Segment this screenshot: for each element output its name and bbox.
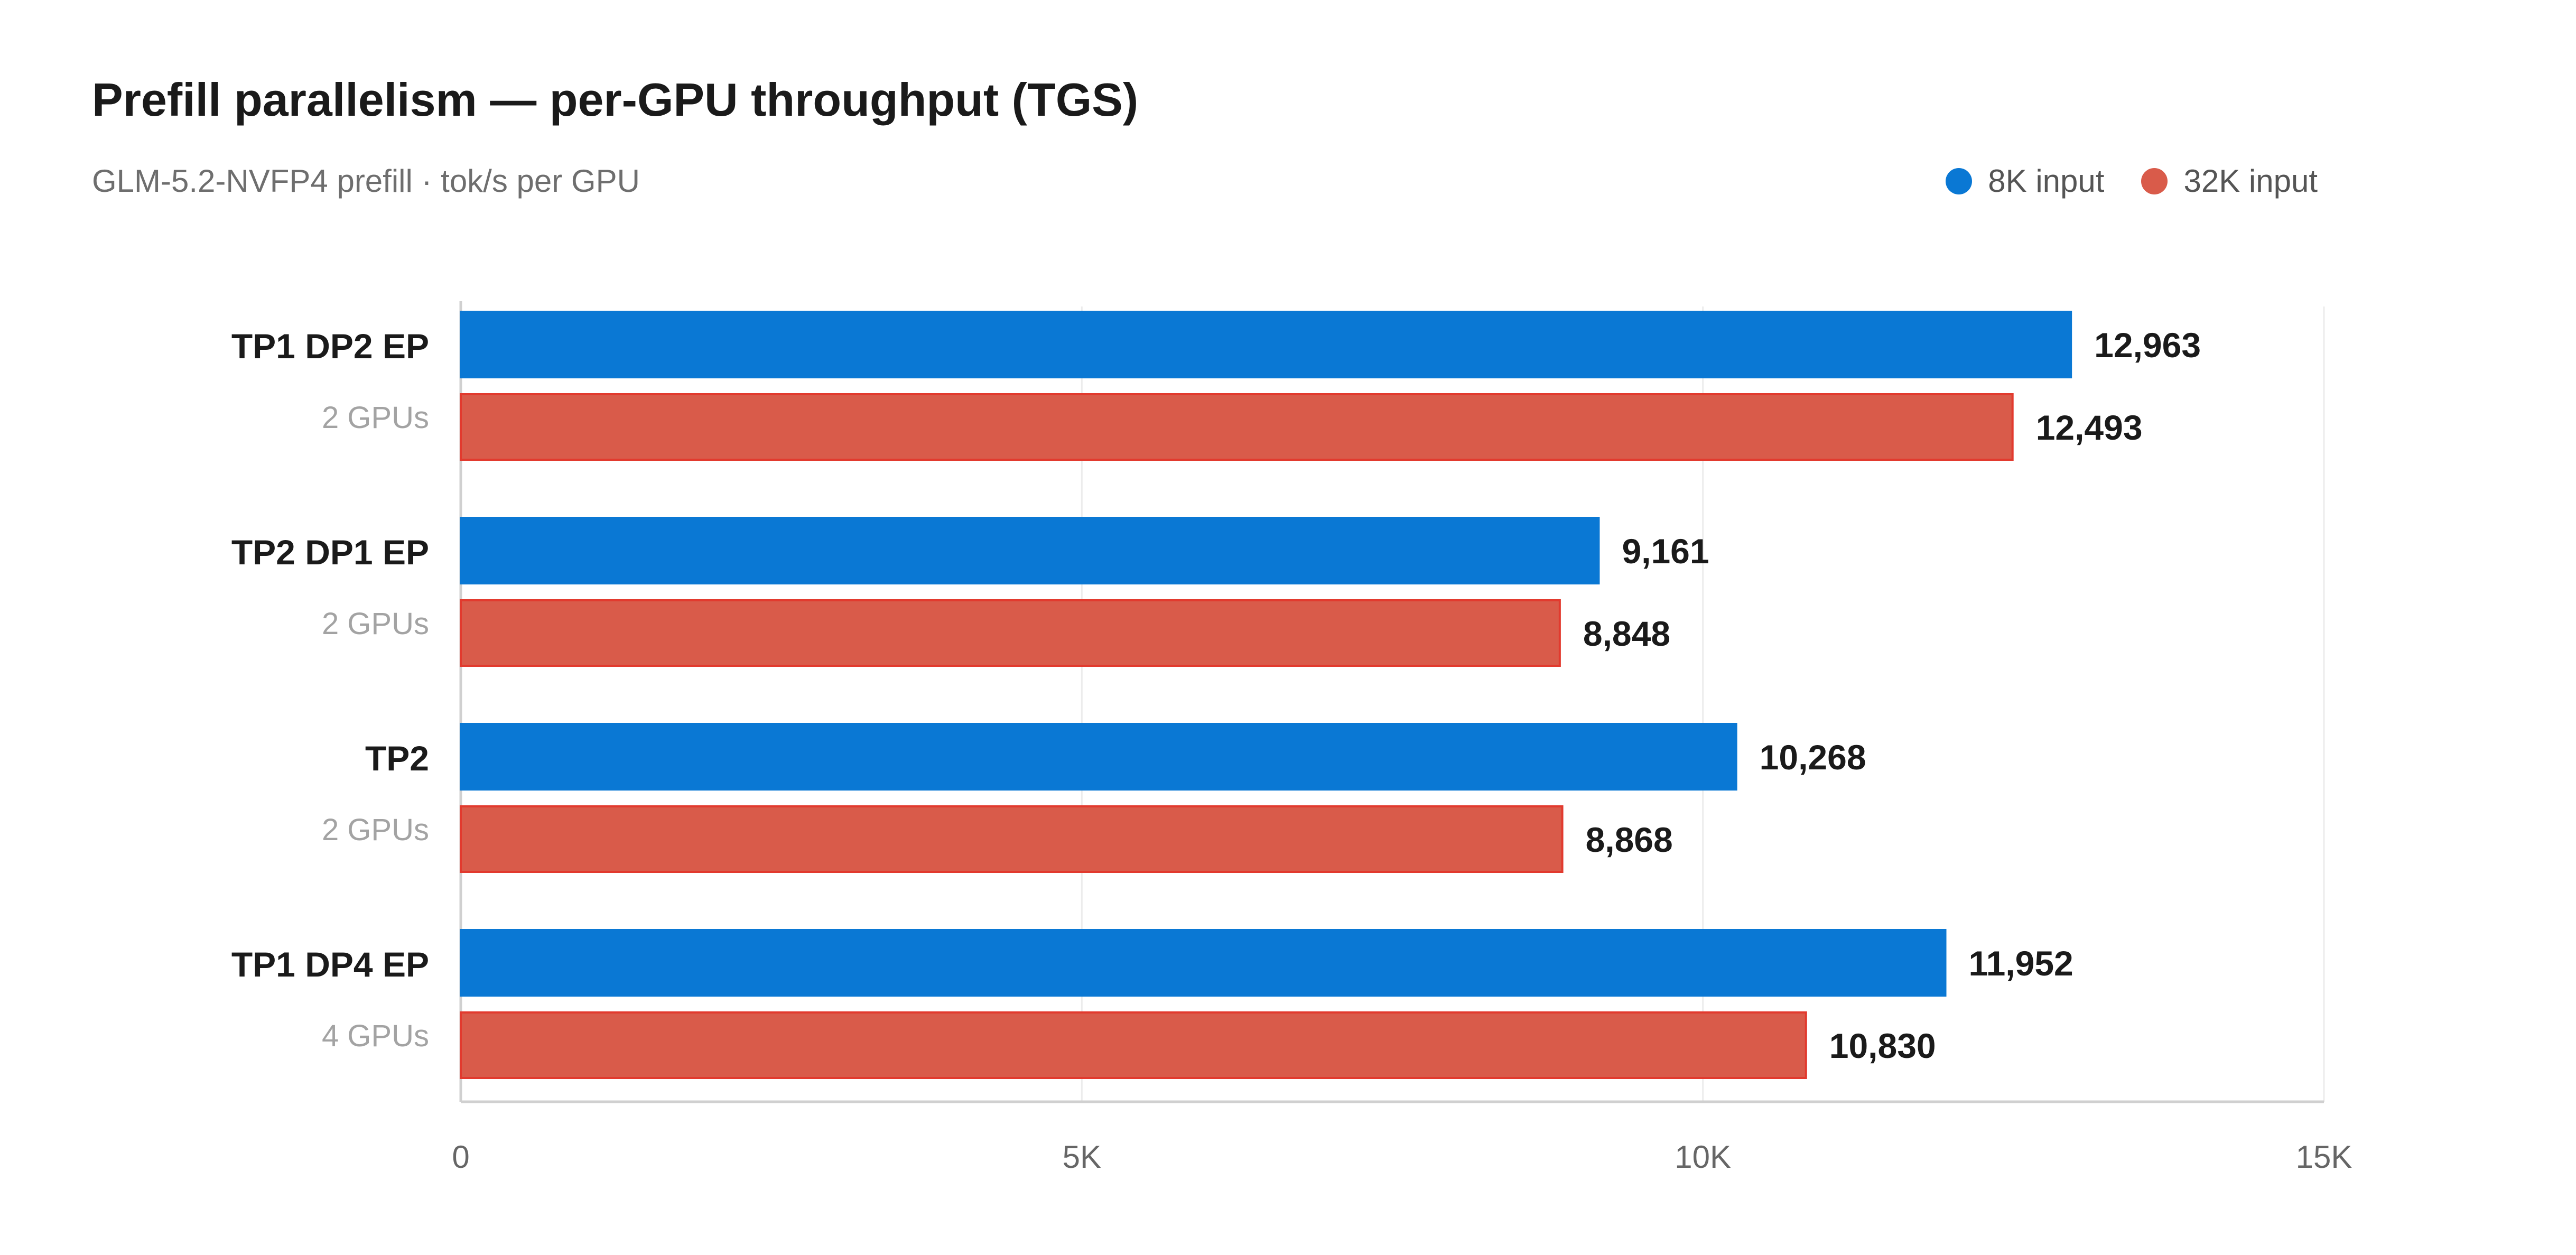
value-label-32k-2: 8,868 [1586, 820, 1673, 859]
chart-title: Prefill parallelism — per-GPU throughput… [92, 73, 1139, 126]
category-sublabel-3: 4 GPUs [322, 1019, 429, 1053]
legend-swatch-32k [2141, 168, 2168, 194]
legend-item-32k: 32K input [2141, 163, 2318, 199]
value-label-8k-2: 10,268 [1760, 738, 1866, 777]
bar-32k-0 [460, 393, 2014, 461]
category-sublabel-0: 2 GPUs [322, 401, 429, 435]
x-tick-label-1: 5K [1063, 1139, 1101, 1175]
category-label-1: TP2 DP1 EP [231, 533, 429, 572]
x-tick-label-0: 0 [452, 1139, 469, 1175]
bar-32k-2 [460, 805, 1564, 873]
bar-8k-2 [460, 723, 1737, 791]
bar-32k-3 [460, 1011, 1807, 1079]
legend-swatch-8k [1946, 168, 1973, 194]
category-label-3: TP1 DP4 EP [231, 945, 429, 984]
bar-32k-1 [460, 599, 1561, 667]
bar-8k-0 [460, 311, 2072, 378]
x-tick-label-3: 15K [2296, 1139, 2352, 1175]
category-sublabel-1: 2 GPUs [322, 607, 429, 641]
chart-subtitle: GLM-5.2-NVFP4 prefill · tok/s per GPU [92, 163, 640, 199]
category-label-0: TP1 DP2 EP [231, 327, 429, 366]
value-label-32k-1: 8,848 [1583, 614, 1670, 653]
value-label-8k-1: 9,161 [1622, 532, 1709, 571]
value-label-32k-0: 12,493 [2036, 408, 2143, 447]
bar-8k-1 [460, 517, 1600, 584]
category-label-2: TP2 [365, 739, 429, 778]
category-sublabel-2: 2 GPUs [322, 813, 429, 847]
bar-8k-3 [460, 929, 1947, 997]
value-label-8k-0: 12,963 [2094, 326, 2201, 365]
x-tick-label-2: 10K [1675, 1139, 1731, 1175]
legend-item-8k: 8K input [1946, 163, 2104, 199]
chart-legend: 8K input 32K input [1946, 163, 2318, 199]
legend-label-32k: 32K input [2183, 163, 2318, 199]
legend-label-8k: 8K input [1988, 163, 2105, 199]
value-label-8k-3: 11,952 [1969, 944, 2073, 983]
value-label-32k-3: 10,830 [1829, 1026, 1936, 1065]
